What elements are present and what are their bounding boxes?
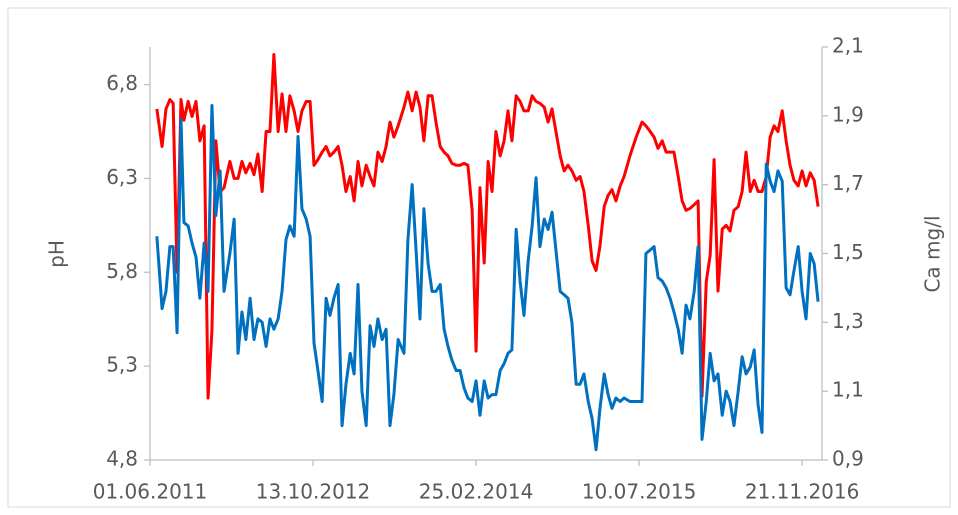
x-tick-label: 10.07.2015 bbox=[582, 480, 697, 504]
y2-axis-title: Ca mg/l bbox=[921, 215, 945, 292]
y-tick-label: 5,8 bbox=[106, 259, 138, 283]
x-tick-label: 25.02.2014 bbox=[419, 480, 534, 504]
x-tick-label: 21.11.2016 bbox=[745, 480, 860, 504]
y2-tick-label: 1,9 bbox=[832, 102, 864, 126]
y-tick-label: 4,8 bbox=[106, 447, 138, 471]
y2-tick-label: 1,7 bbox=[832, 171, 864, 195]
y-tick-label: 5,3 bbox=[106, 353, 138, 377]
y-tick-label: 6,8 bbox=[106, 71, 138, 95]
y2-tick-label: 2,1 bbox=[832, 34, 864, 58]
x-tick-label: 13.10.2012 bbox=[256, 480, 371, 504]
y-tick-label: 6,3 bbox=[106, 165, 138, 189]
y2-tick-label: 0,9 bbox=[832, 447, 864, 471]
y2-tick-label: 1,1 bbox=[832, 378, 864, 402]
y2-tick-label: 1,5 bbox=[832, 240, 864, 264]
x-tick-label: 01.06.2011 bbox=[93, 480, 208, 504]
data-line bbox=[155, 53, 820, 400]
y2-tick-label: 1,3 bbox=[832, 309, 864, 333]
data-line bbox=[155, 104, 820, 452]
y-axis-title: pH bbox=[45, 240, 69, 268]
